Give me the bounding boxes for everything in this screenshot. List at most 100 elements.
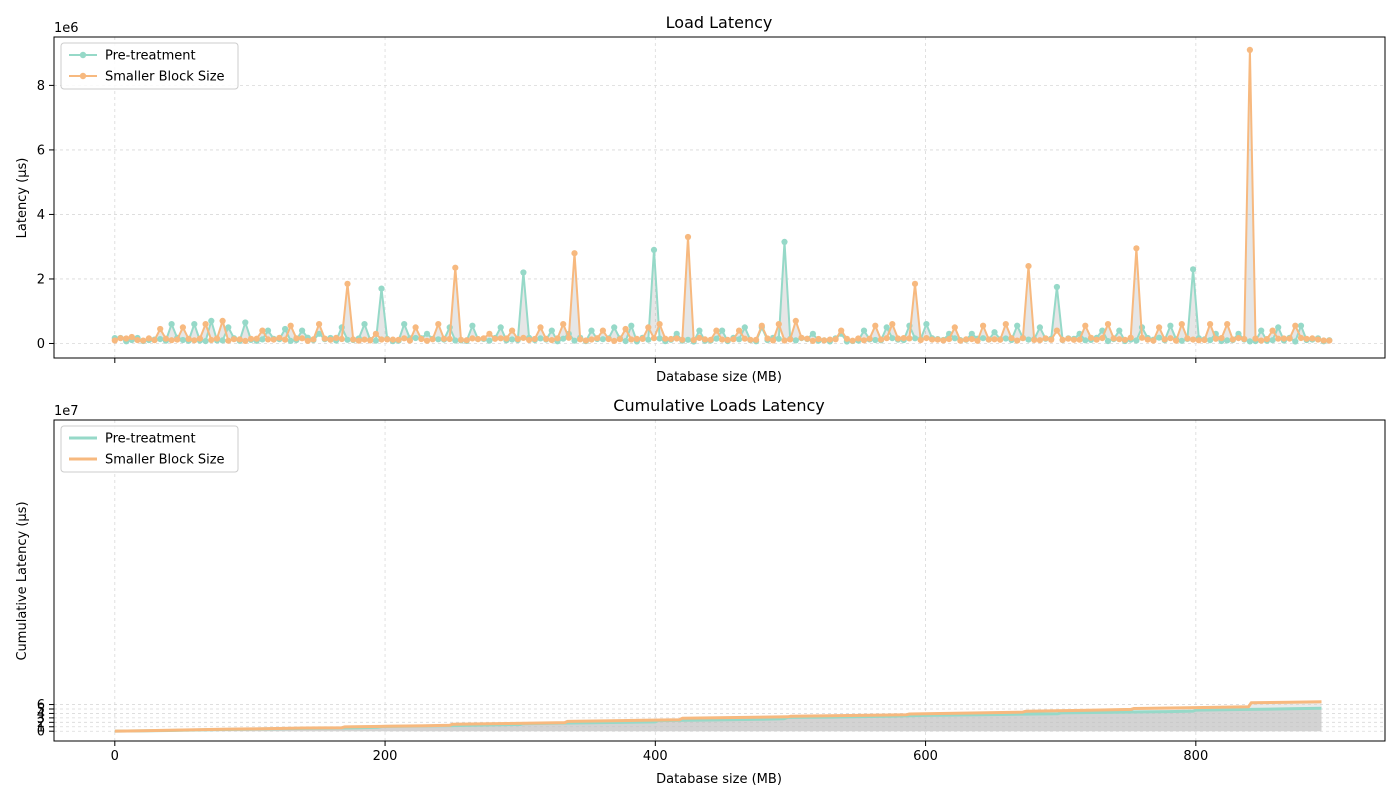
- top-point: [1127, 334, 1134, 341]
- top-point: [1059, 336, 1066, 343]
- top-point: [770, 337, 777, 344]
- top-point: [622, 325, 629, 333]
- top-point: [145, 335, 152, 342]
- bottom-gridlines: [54, 420, 1385, 741]
- top-point: [1263, 336, 1270, 343]
- top-y-tick-label: 8: [37, 79, 45, 94]
- top-point: [1178, 337, 1185, 344]
- top-point: [1269, 327, 1276, 334]
- top-point: [208, 336, 215, 344]
- top-point: [747, 336, 754, 343]
- top-point: [526, 336, 533, 344]
- top-point: [1014, 337, 1021, 344]
- top-point: [866, 335, 873, 342]
- top-point: [849, 337, 856, 344]
- top-point: [684, 336, 692, 343]
- top-point: [213, 335, 221, 342]
- top-point: [344, 280, 351, 287]
- top-point: [423, 337, 431, 344]
- top-point: [1167, 335, 1174, 342]
- top-point: [179, 324, 186, 331]
- top-point: [1076, 336, 1083, 343]
- top-point: [645, 336, 652, 343]
- top-point: [628, 336, 635, 343]
- top-point: [435, 336, 442, 343]
- top-point: [560, 321, 567, 328]
- top-point: [588, 336, 595, 343]
- top-point: [707, 336, 714, 343]
- top-point: [809, 330, 817, 337]
- top-point: [650, 246, 658, 253]
- top-series-line-1: [114, 48, 1330, 342]
- top-point: [906, 335, 913, 342]
- top-point: [230, 336, 238, 343]
- top-point: [1133, 245, 1140, 252]
- top-point: [1224, 337, 1231, 344]
- top-point: [503, 335, 510, 342]
- bot-x-tick-label: 400: [643, 749, 668, 764]
- bot-y-tick-label: 4: [37, 707, 45, 722]
- top-point: [889, 335, 896, 342]
- top-point: [673, 335, 680, 342]
- top-point: [1121, 336, 1129, 343]
- top-point: [1036, 324, 1043, 331]
- top-point: [1133, 337, 1140, 344]
- bot-y-tick-label: 0: [37, 725, 45, 740]
- top-point: [1065, 335, 1072, 342]
- top-point: [713, 327, 720, 334]
- top-point: [571, 337, 578, 344]
- bottom-series-group: [114, 700, 1322, 733]
- top-point: [1207, 321, 1214, 328]
- top-point: [991, 329, 998, 336]
- top-point: [1116, 336, 1123, 343]
- top-point: [474, 336, 482, 343]
- top-point: [1019, 335, 1026, 342]
- top-point: [117, 335, 124, 342]
- top-point: [463, 337, 470, 344]
- load-latency-panel: Load Latency 1e6 Latency (μs) Database s…: [15, 13, 1386, 385]
- top-point: [622, 338, 629, 345]
- top-y-axis-label: Latency (μs): [15, 158, 30, 239]
- top-point: [1292, 338, 1299, 345]
- top-point: [299, 335, 306, 342]
- top-point: [287, 337, 294, 344]
- top-legend-label-0: Pre-treatment: [105, 49, 196, 64]
- top-legend-marker-1: [79, 72, 87, 80]
- top-point: [401, 321, 408, 328]
- top-point: [571, 250, 578, 257]
- top-point: [701, 336, 709, 343]
- bot-x-tick-label: 800: [1183, 749, 1208, 764]
- top-point: [202, 321, 209, 328]
- top-point: [378, 336, 385, 343]
- top-point: [469, 322, 476, 329]
- top-point: [1116, 327, 1123, 334]
- top-point: [719, 336, 726, 343]
- top-point: [611, 324, 618, 331]
- top-point: [435, 321, 442, 328]
- top-point: [168, 337, 175, 344]
- top-point: [946, 336, 953, 343]
- top-point: [667, 335, 675, 343]
- bottom-area-fills: [114, 701, 1322, 732]
- top-point: [855, 335, 862, 342]
- top-point: [1190, 266, 1197, 273]
- top-point: [1246, 338, 1253, 345]
- top-point: [514, 335, 521, 343]
- top-point: [599, 327, 607, 334]
- top-point: [282, 325, 289, 333]
- top-point: [1258, 337, 1265, 344]
- top-point: [293, 335, 300, 342]
- top-point: [594, 335, 601, 342]
- top-point: [741, 335, 748, 342]
- top-point: [225, 324, 232, 331]
- top-point: [310, 336, 317, 343]
- bottom-y-axis-label: Cumulative Latency (μs): [15, 501, 30, 660]
- top-point: [508, 327, 516, 334]
- top-point: [361, 321, 368, 328]
- top-point: [219, 317, 226, 324]
- top-point: [219, 337, 226, 344]
- top-point: [548, 337, 555, 344]
- top-point: [486, 337, 493, 344]
- top-point: [696, 334, 703, 341]
- top-legend-marker-0: [79, 51, 87, 59]
